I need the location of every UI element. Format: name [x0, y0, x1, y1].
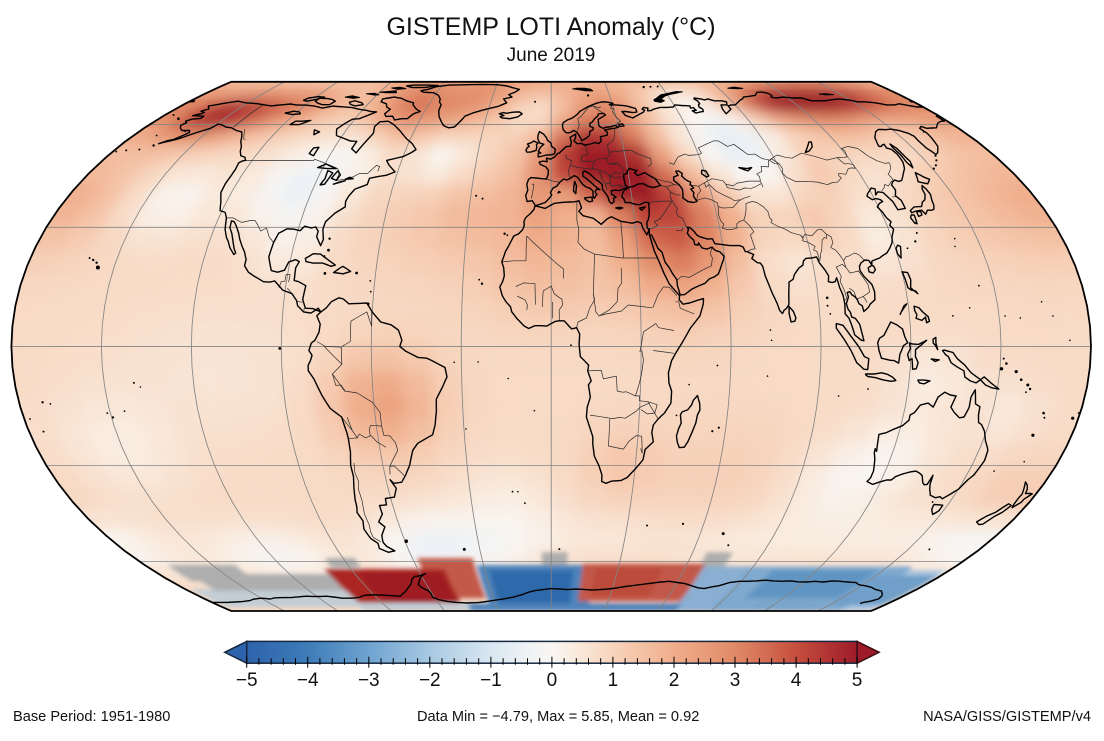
- svg-text:−2: −2: [419, 670, 441, 691]
- svg-text:June 2019: June 2019: [507, 45, 596, 66]
- svg-text:−1: −1: [480, 670, 502, 691]
- svg-text:NASA/GISS/GISTEMP/v4: NASA/GISS/GISTEMP/v4: [923, 709, 1091, 725]
- svg-text:−4: −4: [297, 670, 319, 691]
- svg-text:−3: −3: [358, 670, 380, 691]
- svg-text:Base Period: 1951-1980: Base Period: 1951-1980: [13, 709, 170, 725]
- svg-text:−5: −5: [236, 670, 258, 691]
- svg-text:2: 2: [669, 670, 680, 691]
- svg-text:1: 1: [608, 670, 619, 691]
- svg-text:5: 5: [852, 670, 863, 691]
- svg-text:GISTEMP LOTI Anomaly (°C): GISTEMP LOTI Anomaly (°C): [386, 13, 715, 41]
- svg-text:Data Min = −4.79, Max = 5.85,: Data Min = −4.79, Max = 5.85, Mean = 0.9…: [417, 709, 699, 725]
- svg-text:3: 3: [730, 670, 741, 691]
- svg-text:0: 0: [547, 670, 558, 691]
- svg-text:4: 4: [791, 670, 802, 691]
